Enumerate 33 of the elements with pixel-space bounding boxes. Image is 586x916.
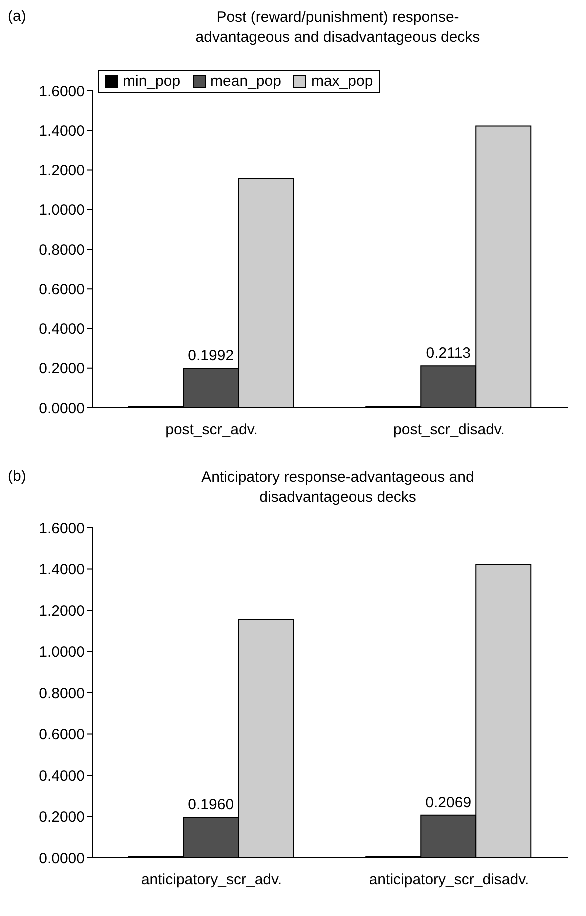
y-tick-label: 1.4000 [39,562,85,579]
y-tick-label: 0.2000 [39,360,85,378]
y-tick-label: 1.2000 [39,602,85,620]
data-label: 0.2069 [426,794,472,812]
y-tick-label: 0.0000 [39,400,85,418]
y-tick-label: 0.8000 [39,242,85,259]
y-tick-label: 0.0000 [39,850,85,868]
y-tick-label: 1.6000 [39,83,85,100]
x-tick-label: anticipatory_scr_disadv. [369,872,530,889]
y-tick-label: 0.4000 [39,768,85,785]
legend-label: min_pop [122,73,181,90]
text: (a) [8,8,26,25]
y-tick-label: 0.2000 [39,809,85,826]
y-tick-label: 1.6000 [39,520,85,538]
x-tick-label: anticipatory_scr_adv. [141,872,282,889]
y-tick-label: 1.4000 [39,122,85,140]
y-tick-label: 0.8000 [39,685,85,702]
chart-title: Anticipatory response-advantageous and disadvantageous decks [202,469,474,506]
chart-title: Post (reward/punishment) response- advantageous and disadvantageous decks [196,9,480,46]
y-tick-label: 0.4000 [39,321,85,338]
x-tick-label: post_scr_disadv. [394,422,505,439]
x-tick-label: post_scr_adv. [166,422,258,439]
data-label: 0.1960 [188,796,234,814]
text: (b) [8,468,26,485]
data-label: 0.1992 [188,348,234,365]
y-tick-label: 1.0000 [39,644,85,662]
legend-label: max_pop [310,73,374,90]
data-label: 0.2113 [426,345,472,362]
y-tick-label: 1.2000 [39,162,85,180]
y-tick-label: 0.6000 [39,281,85,298]
y-tick-label: 1.0000 [39,202,85,220]
y-tick-label: 0.6000 [39,726,85,744]
legend-label: mean_pop [210,73,282,90]
